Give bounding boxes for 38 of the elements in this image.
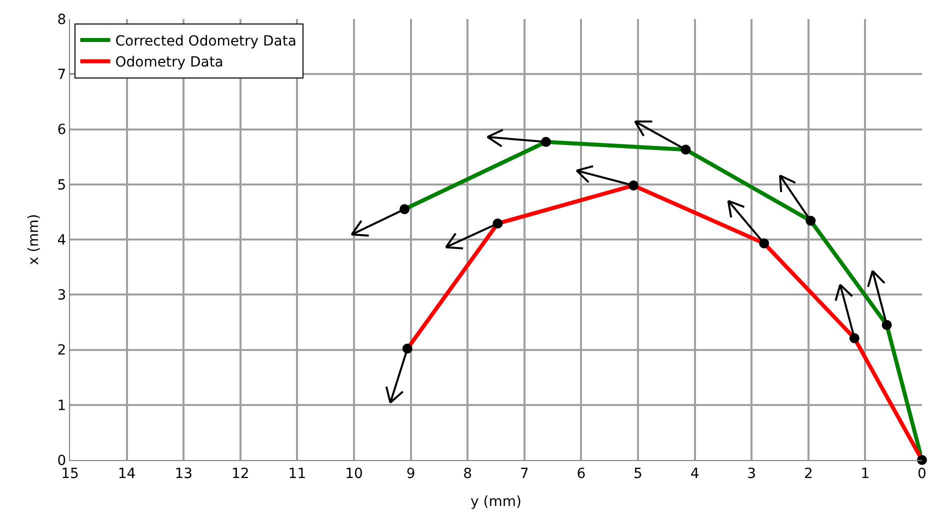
point [917, 455, 927, 465]
point [400, 204, 410, 214]
y-axis-title: x (mm) [26, 214, 42, 265]
x-tick-label: 4 [690, 466, 700, 482]
y-tick-label: 4 [57, 232, 66, 248]
point [849, 333, 860, 344]
y-tick-label: 8 [57, 12, 66, 28]
x-tick-label: 14 [118, 466, 136, 482]
y-tick-label: 5 [57, 177, 66, 194]
point [806, 216, 816, 226]
y-tick-label: 7 [57, 67, 66, 84]
x-tick-label: 6 [576, 466, 586, 482]
point [628, 180, 638, 190]
point [759, 238, 770, 248]
x-tick-label: 9 [406, 466, 416, 482]
x-tick-label: 3 [747, 466, 756, 482]
x-tick-label: 0 [918, 466, 926, 482]
y-tick-label: 6 [57, 122, 66, 138]
x-tick-label: 1 [860, 466, 870, 482]
x-tick-label: 12 [231, 466, 250, 482]
x-tick-label: 10 [345, 466, 363, 482]
x-tick-label: 7 [520, 466, 529, 482]
legend-label: Odometry Data [115, 54, 224, 71]
point [882, 320, 892, 330]
legend-label: Corrected Odometry Data [115, 33, 296, 50]
x-tick-label: 8 [463, 466, 472, 482]
point [492, 218, 503, 229]
y-tick-label: 1 [57, 398, 66, 414]
point [680, 144, 691, 155]
point [402, 344, 412, 354]
x-tick-label: 13 [174, 466, 193, 482]
x-tick-label: 11 [288, 466, 306, 482]
x-tick-label: 2 [804, 466, 813, 482]
x-axis-title: y (mm) [470, 494, 522, 510]
y-tick-label: 3 [57, 288, 66, 304]
x-tick-label: 5 [634, 466, 642, 482]
y-tick-label: 2 [57, 342, 66, 359]
point [540, 136, 551, 147]
